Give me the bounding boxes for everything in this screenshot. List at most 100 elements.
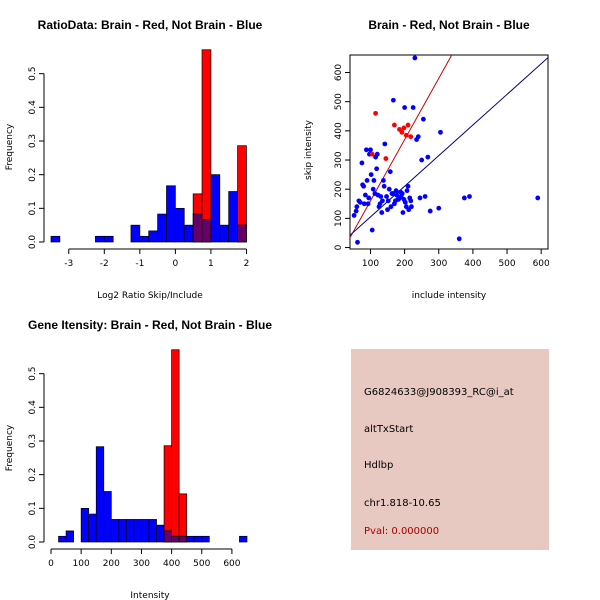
scatter-point-not-brain-72 — [425, 154, 431, 160]
scatter-point-brain-2 — [383, 156, 389, 161]
ratio-histogram-panel: RatioData: Brain - Red, Not Brain - Blue… — [5, 18, 263, 301]
histogram-bar-overlap-2-0 — [163, 530, 172, 543]
x-tick-label-1: 100 — [73, 559, 90, 569]
scatter-point-not-brain-0 — [351, 213, 357, 218]
scatter-point-not-brain-19 — [370, 186, 376, 192]
scatter-points — [351, 55, 541, 245]
intensity-y-label: Frequency — [5, 424, 15, 471]
scatter-point-not-brain-74 — [436, 205, 442, 211]
scatter-point-not-brain-33 — [382, 141, 388, 147]
scatter-point-not-brain-8 — [361, 183, 367, 189]
intensity-histogram-panel: Gene Itensity: Brain - Red, Not Brain - … — [5, 318, 272, 600]
x-tick-label-4: 400 — [163, 559, 180, 569]
probe-id: G6824633@J908393_RC@i_at — [364, 387, 514, 398]
histogram-bar-not-brain-0-0 — [50, 235, 61, 243]
scatter-y-axis: 0 100 200 300 400 500 600 — [334, 64, 350, 250]
scatter-point-not-brain-55 — [402, 105, 408, 110]
histogram-bar-not-brain-0-5 — [148, 230, 158, 243]
scatter-y-tick-label-4: 400 — [334, 122, 344, 139]
scatter-point-not-brain-41 — [390, 191, 396, 196]
histogram-bar-brain-0-0 — [192, 193, 203, 215]
scatter-point-not-brain-79 — [535, 195, 541, 201]
scatter-point-brain-5 — [399, 129, 405, 135]
scatter-point-not-brain-30 — [380, 198, 385, 204]
scatter-point-not-brain-53 — [400, 210, 406, 215]
scatter-point-not-brain-17 — [368, 172, 374, 178]
scatter-point-not-brain-32 — [381, 183, 387, 189]
scatter-point-not-brain-3 — [355, 239, 360, 245]
ratio-y-label: Frequency — [5, 123, 15, 170]
scatter-point-not-brain-45 — [393, 188, 399, 194]
scatter-panel: Brain - Red, Not Brain - Blue 100 200 300 4… — [304, 18, 550, 301]
scatter-point-not-brain-52 — [399, 191, 405, 196]
scatter-point-not-brain-18 — [369, 227, 375, 233]
histogram-bar-not-brain-0-3 — [130, 224, 141, 243]
histogram-bar-brain-2-1 — [171, 349, 180, 537]
histogram-bar-not-brain-2-1 — [65, 530, 74, 543]
scatter-point-not-brain-37 — [386, 186, 392, 192]
gene-name: Hdlbp — [364, 460, 394, 471]
fit-line-not-brain — [350, 57, 548, 236]
x-tick-label-5: 500 — [193, 559, 210, 569]
scatter-point-not-brain-34 — [384, 194, 389, 199]
scatter-point-not-brain-77 — [461, 195, 467, 201]
scatter-point-not-brain-68 — [417, 195, 423, 201]
scatter-point-not-brain-5 — [357, 199, 363, 205]
scatter-point-not-brain-23 — [374, 166, 380, 172]
scatter-point-not-brain-71 — [422, 194, 428, 199]
histogram-bar-not-brain-0-1 — [95, 235, 105, 243]
histogram-bar-not-brain-2-4 — [95, 446, 105, 543]
histogram-bar-not-brain-0-12 — [210, 174, 221, 243]
scatter-point-not-brain-6 — [359, 160, 365, 166]
intensity-histogram-bars — [58, 349, 248, 543]
scatter-x-tick-label-4: 500 — [498, 259, 515, 269]
y-tick-label-2: 0.2 — [28, 468, 38, 482]
histogram-bar-brain-0-2 — [237, 145, 247, 226]
scatter-point-not-brain-38 — [387, 169, 393, 175]
scatter-point-not-brain-20 — [371, 178, 377, 183]
histogram-bar-overlap-0-1 — [201, 219, 212, 243]
scatter-y-tick-label-3: 300 — [334, 151, 344, 168]
scatter-point-not-brain-69 — [419, 157, 425, 163]
histogram-bar-overlap-2-1 — [171, 535, 180, 543]
y-tick-label-0: 0.0 — [28, 235, 38, 250]
scatter-x-tick-label-1: 200 — [396, 259, 413, 269]
histogram-bar-not-brain-2-16 — [186, 535, 195, 543]
y-tick-label-3: 0.3 — [28, 434, 38, 448]
y-tick-label-5: 0.5 — [28, 67, 38, 81]
histogram-bar-not-brain-0-13 — [219, 224, 230, 243]
scatter-point-not-brain-12 — [364, 178, 370, 183]
event-type: altTxStart — [364, 424, 414, 435]
histogram-bar-brain-0-1 — [201, 49, 212, 220]
intensity-y-axis: 0.0 0.1 0.2 0.3 0.4 0.5 — [28, 367, 45, 549]
histogram-bar-not-brain-0-14 — [228, 191, 238, 243]
scatter-point-not-brain-35 — [385, 207, 390, 213]
scatter-y-tick-label-6: 600 — [334, 64, 344, 81]
p-value: Pval: 0.000000 — [364, 526, 440, 537]
histogram-bar-not-brain-2-0 — [58, 535, 67, 543]
x-tick-label-2: 200 — [103, 559, 120, 569]
scatter-plot-frame — [349, 54, 549, 250]
intensity-x-axis: 0 100 200 300 400 500 600 — [48, 548, 241, 569]
histogram-bar-overlap-0-0 — [192, 213, 203, 243]
scatter-point-not-brain-42 — [390, 97, 396, 103]
histogram-bar-not-brain-0-9 — [183, 224, 194, 243]
histogram-bar-not-brain-2-19 — [239, 535, 248, 543]
scatter-point-not-brain-64 — [410, 105, 416, 110]
scatter-point-not-brain-14 — [366, 195, 372, 201]
scatter-point-not-brain-65 — [412, 55, 418, 61]
histogram-bar-not-brain-2-10 — [141, 519, 150, 543]
scatter-point-not-brain-29 — [379, 210, 385, 215]
histogram-bar-not-brain-2-17 — [193, 535, 203, 543]
genomic-location: chr1.818-10.65 — [364, 498, 441, 509]
scatter-point-not-brain-78 — [467, 194, 472, 199]
scatter-x-axis: 100 200 300 400 500 600 — [362, 249, 550, 269]
histogram-bar-not-brain-0-8 — [175, 207, 185, 243]
scatter-point-not-brain-28 — [378, 194, 384, 199]
probe-info-panel: G6824633@J908393_RC@i_at altTxStart Hdlb… — [351, 349, 549, 550]
x-tick-label-6: 600 — [223, 559, 240, 569]
x-tick-label-1: -2 — [100, 259, 109, 269]
y-tick-label-3: 0.3 — [28, 134, 38, 148]
histogram-bar-not-brain-2-6 — [110, 519, 120, 543]
x-tick-label-3: 0 — [173, 259, 179, 269]
